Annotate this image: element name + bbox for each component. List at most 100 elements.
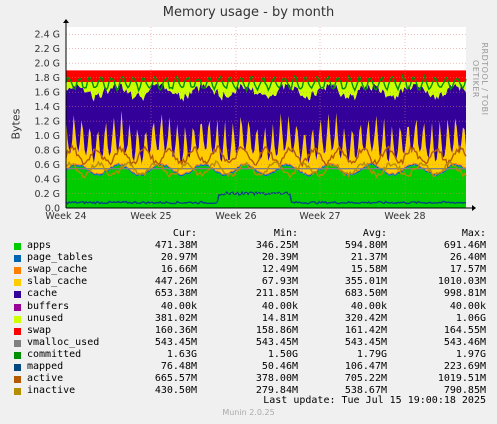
legend-min: 50.46M: [261, 361, 298, 373]
legend-cur: 543.45M: [154, 336, 197, 348]
legend-min: 346.25M: [255, 240, 298, 252]
y-tick-label: 0.8 G: [35, 146, 61, 157]
y-tick-label: 2.4 G: [35, 30, 61, 41]
y-tick-label: 2.2 G: [35, 44, 61, 55]
y-tick-label: 1.0 G: [35, 131, 61, 142]
x-tick-label: Week 26: [215, 211, 256, 222]
legend-max: 998.81M: [443, 288, 486, 300]
legend-name: swap_cache: [27, 264, 88, 276]
y-tick-label: 0.6 G: [35, 160, 61, 171]
legend-cur: 16.66M: [160, 264, 197, 276]
legend-swatch: [14, 327, 21, 335]
legend-swatch: [14, 243, 21, 251]
last-update: Last update: Tue Jul 15 19:00:18 2025: [263, 395, 486, 406]
legend-min: 14.81M: [261, 312, 298, 324]
area-apps: [66, 164, 466, 208]
legend-cur: 447.26M: [154, 276, 197, 288]
y-tick-label: 0.2 G: [35, 189, 61, 200]
y-tick-label: 2.0 G: [35, 59, 61, 70]
legend-min: 67.93M: [261, 276, 298, 288]
area-cache: [66, 83, 466, 164]
legend-row-swap: swap 160.36M 158.86M 161.42M 164.55M: [0, 325, 497, 337]
legend-min: 158.86M: [255, 324, 298, 336]
y-tick-label: 1.6 G: [35, 88, 61, 99]
legend-min: 543.45M: [255, 336, 298, 348]
line-active: [65, 144, 467, 169]
legend-avg: 683.50M: [344, 288, 387, 300]
legend-avg: 355.01M: [344, 276, 387, 288]
legend-max: 40.00k: [449, 300, 486, 312]
legend-max: 1010.03M: [437, 276, 486, 288]
legend-max: 1.06G: [455, 312, 486, 324]
legend-header-cur: Cur:: [172, 228, 197, 239]
legend-avg: 538.67M: [344, 385, 387, 397]
legend-row-apps: apps 471.38M 346.25M 594.80M 691.46M: [0, 240, 497, 252]
legend-name: swap: [27, 324, 52, 336]
legend-name: unused: [27, 312, 64, 324]
legend-min: 40.00k: [261, 300, 298, 312]
y-tick-label: 1.2 G: [35, 117, 61, 128]
legend-swatch: [14, 388, 21, 396]
legend-min: 1.50G: [267, 348, 298, 360]
legend-swatch: [14, 279, 21, 287]
legend-name: vmalloc_used: [27, 336, 100, 348]
legend-name: committed: [27, 348, 82, 360]
legend-cur: 76.48M: [160, 361, 197, 373]
area-swap: [66, 70, 466, 82]
x-tick-label: Week 28: [384, 211, 425, 222]
legend-name: active: [27, 373, 64, 385]
legend-cur: 381.02M: [154, 312, 197, 324]
legend-avg: 15.58M: [350, 264, 387, 276]
legend-name: mapped: [27, 361, 64, 373]
y-tick-label: 1.8 G: [35, 73, 61, 84]
area-unused: [66, 82, 466, 102]
legend-max: 164.55M: [443, 324, 486, 336]
legend-max: 1.97G: [455, 348, 486, 360]
legend-name: buffers: [27, 300, 70, 312]
legend-avg: 1.79G: [356, 348, 387, 360]
legend-max: 223.69M: [443, 361, 486, 373]
legend-swatch: [14, 255, 21, 263]
y-tick-label: 0.4 G: [35, 175, 61, 186]
legend-min: 378.00M: [255, 373, 298, 385]
legend-name: page_tables: [27, 252, 94, 264]
legend-row-committed: committed 1.63G 1.50G 1.79G 1.97G: [0, 349, 497, 361]
legend-cur: 430.50M: [154, 385, 197, 397]
legend-avg: 543.45M: [344, 336, 387, 348]
legend-row-slab-cache: slab_cache 447.26M 67.93M 355.01M 1010.03M: [0, 276, 497, 288]
line-inactive: [65, 160, 467, 180]
legend-cur: 665.57M: [154, 373, 197, 385]
legend-cur: 40.00k: [160, 300, 197, 312]
legend-swatch: [14, 303, 21, 311]
legend-row-active: active 665.57M 378.00M 705.22M 1019.51M: [0, 373, 497, 385]
legend-name: apps: [27, 240, 52, 252]
legend-min: 12.49M: [261, 264, 298, 276]
legend-cur: 471.38M: [154, 240, 197, 252]
legend-cur: 160.36M: [154, 324, 197, 336]
y-tick-label: 1.4 G: [35, 102, 61, 113]
legend-swatch: [14, 339, 21, 347]
legend-swatch: [14, 376, 21, 384]
legend-max: 543.46M: [443, 336, 486, 348]
legend-avg: 594.80M: [344, 240, 387, 252]
legend-min: 20.39M: [261, 252, 298, 264]
legend-header-row: Cur: Min: Avg: Max:: [0, 228, 497, 240]
legend-row-unused: unused 381.02M 14.81M 320.42M 1.06G: [0, 313, 497, 325]
legend-header-min: Min:: [273, 228, 298, 239]
x-axis-arrow: [472, 205, 476, 211]
chart-title: Memory usage - by month: [162, 5, 335, 20]
y-axis-arrow: [63, 19, 69, 23]
legend-cur: 1.63G: [166, 348, 197, 360]
legend-name: slab_cache: [27, 276, 88, 288]
legend-swatch: [14, 267, 21, 275]
legend-max: 691.46M: [443, 240, 486, 252]
area-slab-cache: [66, 110, 466, 174]
legend-cur: 20.97M: [160, 252, 197, 264]
legend-max: 790.85M: [443, 385, 486, 397]
legend-avg: 40.00k: [350, 300, 387, 312]
legend-min: 211.85M: [255, 288, 298, 300]
legend-row-page-tables: page_tables 20.97M 20.39M 21.37M 26.40M: [0, 252, 497, 264]
legend-max: 26.40M: [449, 252, 486, 264]
legend-row-cache: cache 653.38M 211.85M 683.50M 998.81M: [0, 288, 497, 300]
legend-row-mapped: mapped 76.48M 50.46M 106.47M 223.69M: [0, 361, 497, 373]
